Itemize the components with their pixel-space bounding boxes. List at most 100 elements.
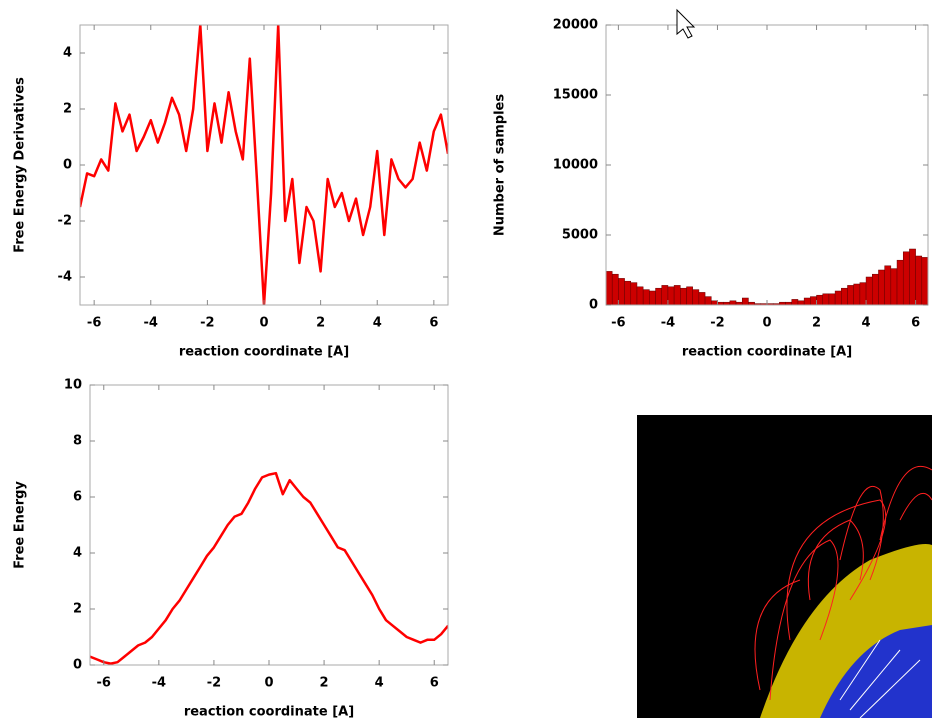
y-tick-label: 0 <box>63 158 72 173</box>
x-tick-label: -6 <box>611 316 625 331</box>
x-tick-label: -2 <box>200 316 214 331</box>
histogram-bar <box>859 282 867 305</box>
x-tick-label: -4 <box>661 316 675 331</box>
histogram-bar <box>890 268 898 305</box>
x-tick-label: 6 <box>429 316 438 331</box>
mouse-cursor <box>676 8 696 39</box>
y-tick-label: 10000 <box>553 158 598 173</box>
histogram-bar <box>692 289 700 305</box>
histogram-bar <box>698 292 706 305</box>
x-tick-label: 0 <box>259 316 268 331</box>
histogram-bar <box>902 251 910 305</box>
histogram-bar <box>847 285 854 305</box>
data-line <box>80 25 448 305</box>
chart: -4 -2 0 2 4 -6 -4 -2 0 2 4 6 reaction coordinate [A]… <box>13 24 449 360</box>
y-tick-label: 2 <box>63 102 72 117</box>
y-tick-label: 8 <box>73 434 82 449</box>
histogram-bar <box>729 300 737 305</box>
histogram-bar <box>606 271 613 305</box>
histogram-bar <box>661 285 669 305</box>
y-tick-label: 0 <box>589 298 598 313</box>
x-tick-label: 4 <box>375 676 384 691</box>
y-tick-label: 15000 <box>553 88 598 103</box>
x-tick-label: 4 <box>373 316 382 331</box>
plot-frame <box>89 384 449 666</box>
histogram-bar <box>828 293 836 305</box>
x-axis-label: reaction coordinate [A] <box>682 345 852 360</box>
y-tick-label: 4 <box>73 546 82 561</box>
histogram-bar <box>618 278 625 305</box>
histogram-bar <box>711 300 718 305</box>
y-tick-label: 5000 <box>562 228 598 243</box>
histogram-bar <box>878 269 885 305</box>
histogram-bar <box>884 265 892 305</box>
histogram-bar <box>872 273 879 305</box>
plot-area <box>90 471 448 665</box>
x-tick-label: -4 <box>152 676 166 691</box>
x-tick-label: 6 <box>430 676 439 691</box>
histogram-bar <box>680 287 687 305</box>
core <box>820 625 932 718</box>
x-tick-label: -2 <box>710 316 724 331</box>
histogram-bar <box>655 287 662 305</box>
y-tick-label: 6 <box>73 490 82 505</box>
x-tick-label: -6 <box>97 676 111 691</box>
x-axis-label: reaction coordinate [A] <box>184 705 354 718</box>
histogram-bar <box>822 293 830 305</box>
histogram-bar <box>624 280 632 305</box>
histogram-bar <box>704 296 712 305</box>
histogram-bar <box>686 286 693 305</box>
plot-area <box>606 248 928 305</box>
histogram-bar <box>611 273 619 305</box>
plot-area <box>80 25 448 305</box>
y-tick-label: 20000 <box>553 18 598 33</box>
y-axis-label: Free Energy Derivatives <box>13 77 28 253</box>
y-tick-label: -4 <box>58 270 72 285</box>
field-lines <box>754 465 932 701</box>
y-axis-label: Number of samples <box>493 94 508 236</box>
histogram-bar <box>834 290 842 305</box>
x-axis-label: reaction coordinate [A] <box>179 345 349 360</box>
x-tick-label: -6 <box>87 316 101 331</box>
y-tick-label: 10 <box>64 378 82 393</box>
histogram-bar <box>865 276 873 305</box>
histogram-bar <box>921 257 928 305</box>
histogram-bar <box>741 297 749 305</box>
x-tick-label: 6 <box>911 316 920 331</box>
histogram-bar <box>667 286 675 305</box>
y-tick-label: 0 <box>73 658 82 673</box>
histogram-bar <box>816 294 823 305</box>
histogram-bar <box>909 248 916 305</box>
x-tick-label: -4 <box>144 316 158 331</box>
chart: 0 5000 10000 15000 20000 -6 -4 -2 0 2 4 6 reaction c… <box>493 18 929 360</box>
x-tick-label: 0 <box>264 676 273 691</box>
chart: 0 2 4 6 8 10 -6 -4 -2 0 2 4 6 reaction coordinate [A]… <box>13 378 449 718</box>
bonds <box>839 639 921 718</box>
histogram-bar <box>636 286 644 305</box>
histogram-bar <box>810 296 817 305</box>
histogram-bar <box>630 282 638 305</box>
x-tick-label: 2 <box>320 676 329 691</box>
y-tick-label: 2 <box>73 602 82 617</box>
data-line <box>90 471 448 665</box>
x-tick-label: 2 <box>812 316 821 331</box>
histogram-bar <box>797 300 805 305</box>
histogram-bar <box>642 289 650 305</box>
y-tick-label: -2 <box>58 214 72 229</box>
x-tick-label: -2 <box>207 676 221 691</box>
x-tick-label: 2 <box>316 316 325 331</box>
histogram-bar <box>896 259 904 305</box>
y-axis-label: Free Energy <box>13 481 28 569</box>
histogram-bar <box>649 290 656 305</box>
molecule-render <box>637 415 932 718</box>
histogram-bar <box>791 299 799 305</box>
histogram-bar <box>673 285 681 305</box>
plot-frame <box>605 24 929 306</box>
histogram-bar <box>803 297 811 305</box>
histogram-bar <box>915 255 923 305</box>
y-tick-label: 4 <box>63 46 72 61</box>
x-tick-label: 4 <box>862 316 871 331</box>
histogram-bar <box>841 287 848 305</box>
x-tick-label: 0 <box>762 316 771 331</box>
